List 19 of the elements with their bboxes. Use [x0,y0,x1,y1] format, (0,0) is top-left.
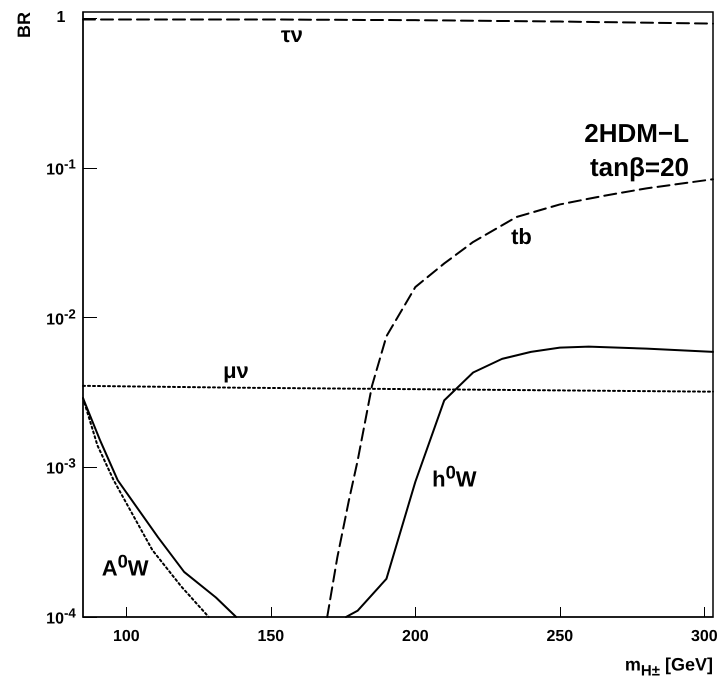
x-tick-label: 100 [112,628,140,645]
x-tick-label: 300 [690,628,718,645]
y-axis-title: BR [14,12,34,38]
y-tick-label: 10$^{-4}$ [46,605,76,628]
y-tick-label: 10$^{-3}$ [46,456,76,478]
y-tick-label: 1 [56,9,66,26]
x-axis-title: m$_{H±}$ [GeV] [624,654,713,680]
y-tick-label: 10$^{-2}$ [46,306,76,328]
annotation: h$^{0}$W [432,461,477,492]
annotation: tanβ=20 [590,152,690,182]
x-tick-label: 200 [402,628,429,645]
annotation: μν [223,358,249,383]
x-tick-label: 250 [546,628,574,645]
y-tick-label: 10$^{-1}$ [46,156,76,179]
annotation: τν [280,22,303,46]
annotation: A$^{0}$W [102,550,149,582]
x-tick-label: 150 [257,628,284,645]
annotation: tb [511,224,532,249]
annotation: 2HDM−L [584,118,690,148]
